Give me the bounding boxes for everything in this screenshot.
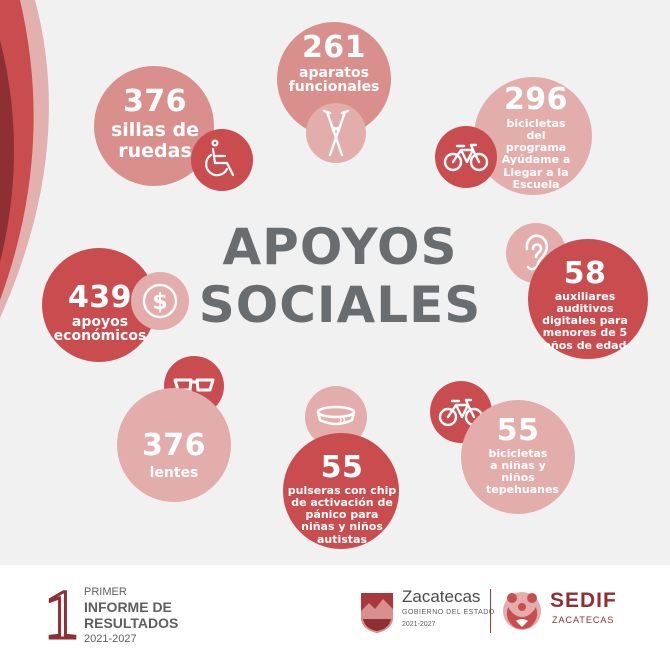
item-glasses-label: lentes <box>149 464 199 481</box>
item-crutches-label: aparatos funcionales <box>288 64 380 96</box>
zacatecas-shield-logo <box>361 593 393 633</box>
item-wheelchair-icon-circle <box>191 129 253 191</box>
item-glasses-circle <box>117 388 231 502</box>
item-bicycle-program-number: 296 <box>503 82 569 117</box>
item-bicycle-program-text: 296 bicicletas del programa Ayúdame a Ll… <box>498 84 574 191</box>
item-crutches-icon-circle <box>306 103 366 163</box>
report-line-1: PRIMER <box>84 586 127 598</box>
item-crutches-number: 261 <box>301 30 367 65</box>
report-number-logo: 1 <box>43 577 81 654</box>
item-wristband-text: 55 pulseras con chip de activación de pá… <box>287 452 397 546</box>
state-name: Zacatecas <box>402 587 481 606</box>
item-economic-number: 439 <box>67 280 133 315</box>
item-bicycle-children-label: bicicletas a niñas y niños tepehuanes <box>486 446 559 497</box>
report-years: 2021-2027 <box>84 633 137 645</box>
infographic-canvas: APOYOS SOCIALES 261 aparatos funcionales… <box>0 0 648 549</box>
decorative-arc <box>0 0 49 318</box>
item-bicycle-children-circle <box>461 400 575 514</box>
sedif-family-logo <box>503 592 541 630</box>
item-wristband-circle <box>283 433 399 549</box>
item-economic-text: 439 apoyos económicos <box>50 282 150 344</box>
item-glasses-number: 376 <box>141 428 207 463</box>
item-bicycle-program-circle <box>474 77 592 195</box>
item-economic-label: apoyos económicos <box>53 313 147 345</box>
item-hearing-text: 58 auxiliares auditivos digitales para m… <box>530 258 640 352</box>
wristband-icon <box>305 386 367 448</box>
item-wristband-label: pulseras con chip de activación de pánic… <box>287 483 397 546</box>
page-title: APOYOS SOCIALES <box>190 218 490 334</box>
footer-divider <box>490 589 491 633</box>
item-glasses-text: 376 lentes <box>122 430 226 480</box>
report-line-3: RESULTADOS <box>84 615 179 631</box>
item-economic-icon-circle <box>131 272 189 330</box>
item-wheelchair-text: 376 sillas de ruedas <box>100 86 210 163</box>
item-wheelchair-label: sillas de ruedas <box>110 118 200 163</box>
svg-text:$: $ <box>152 290 167 315</box>
item-hearing-label: auxiliares auditivos digitales para meno… <box>542 289 628 352</box>
item-hearing-circle <box>528 239 648 359</box>
sedif-sub: ZACATECAS <box>552 615 615 625</box>
dollar-icon: $ <box>131 272 189 330</box>
wheelchair-icon <box>191 129 253 191</box>
state-sub: GOBIERNO DEL ESTADO <box>402 609 495 616</box>
item-bicycle-children-number: 55 <box>496 413 540 448</box>
item-crutches-text: 261 aparatos funcionales <box>282 32 386 95</box>
item-wristband-number: 55 <box>320 450 364 485</box>
item-bicycle-children-text: 55 bicicletas a niñas y niños tepehuanes <box>468 415 568 497</box>
crutches-icon <box>306 103 366 163</box>
bicycle-icon <box>435 126 497 188</box>
item-wheelchair-number: 376 <box>122 84 188 119</box>
sedif-name: SEDIF <box>550 589 617 612</box>
item-bicycle-program-label: bicicletas del programa Ayúdame a Llegar… <box>501 116 571 192</box>
footer: 1 PRIMER INFORME DE RESULTADOS 2021-2027… <box>0 565 670 670</box>
title-line-1: APOYOS <box>222 218 458 276</box>
title-line-2: SOCIALES <box>198 276 482 334</box>
report-line-2: INFORME DE <box>84 599 172 615</box>
state-years: 2021-2027 <box>402 621 436 628</box>
item-hearing-number: 58 <box>563 256 607 291</box>
